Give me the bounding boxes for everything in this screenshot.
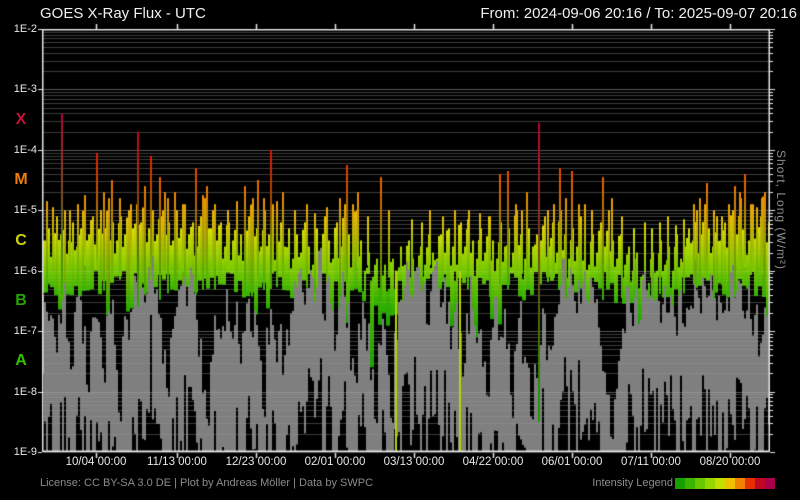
legend-color-swatch bbox=[705, 478, 715, 489]
x-axis-tick-label: 04/22 00:00 bbox=[462, 456, 524, 468]
x-axis-tick-label: 07/11 00:00 bbox=[621, 456, 681, 468]
flare-class-c: C bbox=[15, 231, 27, 249]
x-axis-tick-label: 10/04 00:00 bbox=[65, 456, 127, 468]
x-axis-tick-label: 08/20 00:00 bbox=[699, 456, 761, 468]
legend-color-swatch bbox=[725, 478, 735, 489]
page-title: GOES X-Ray Flux - UTC bbox=[40, 5, 206, 22]
y-axis-tick-label: 1E-5 bbox=[13, 204, 37, 217]
legend-color-swatch bbox=[755, 478, 765, 489]
flare-class-m: M bbox=[14, 171, 28, 189]
time-range-label: From: 2024-09-06 20:16 / To: 2025-09-07 … bbox=[480, 5, 797, 22]
y-axis-tick-label: 1E-4 bbox=[13, 143, 37, 156]
flare-class-a: A bbox=[15, 352, 27, 370]
legend-color-swatch bbox=[745, 478, 755, 489]
y-axis-tick-label: 1E-9 bbox=[13, 446, 37, 458]
intensity-legend-gradient bbox=[675, 478, 775, 489]
y-axis-tick-label: 1E-3 bbox=[13, 83, 37, 96]
y-axis-tick-label: 1E-8 bbox=[13, 385, 37, 398]
legend-color-swatch bbox=[715, 478, 725, 489]
legend-color-swatch bbox=[685, 478, 695, 489]
legend-color-swatch bbox=[735, 478, 745, 489]
license-credit-text: License: CC BY-SA 3.0 DE | Plot by Andre… bbox=[40, 477, 374, 489]
x-axis-tick-label: 02/01 00:00 bbox=[304, 456, 366, 468]
legend-color-swatch bbox=[695, 478, 705, 489]
legend-color-swatch bbox=[765, 478, 775, 489]
x-axis-tick-label: 12/23 00:00 bbox=[225, 456, 287, 468]
x-axis-tick-label: 11/13 00:00 bbox=[147, 456, 207, 468]
intensity-legend-label: Intensity Legend bbox=[592, 477, 673, 489]
right-axis-unit-label: Short, Long (W/m²) bbox=[774, 150, 788, 271]
flare-class-b: B bbox=[15, 291, 27, 309]
x-axis-tick-label: 06/01 00:00 bbox=[541, 456, 603, 468]
x-axis-tick-label: 03/13 00:00 bbox=[383, 456, 445, 468]
y-axis-tick-label: 1E-2 bbox=[13, 23, 37, 35]
y-axis-tick-label: 1E-7 bbox=[13, 325, 37, 338]
legend-color-swatch bbox=[675, 478, 685, 489]
flare-class-x: X bbox=[15, 110, 27, 128]
y-axis-tick-label: 1E-6 bbox=[13, 264, 37, 277]
